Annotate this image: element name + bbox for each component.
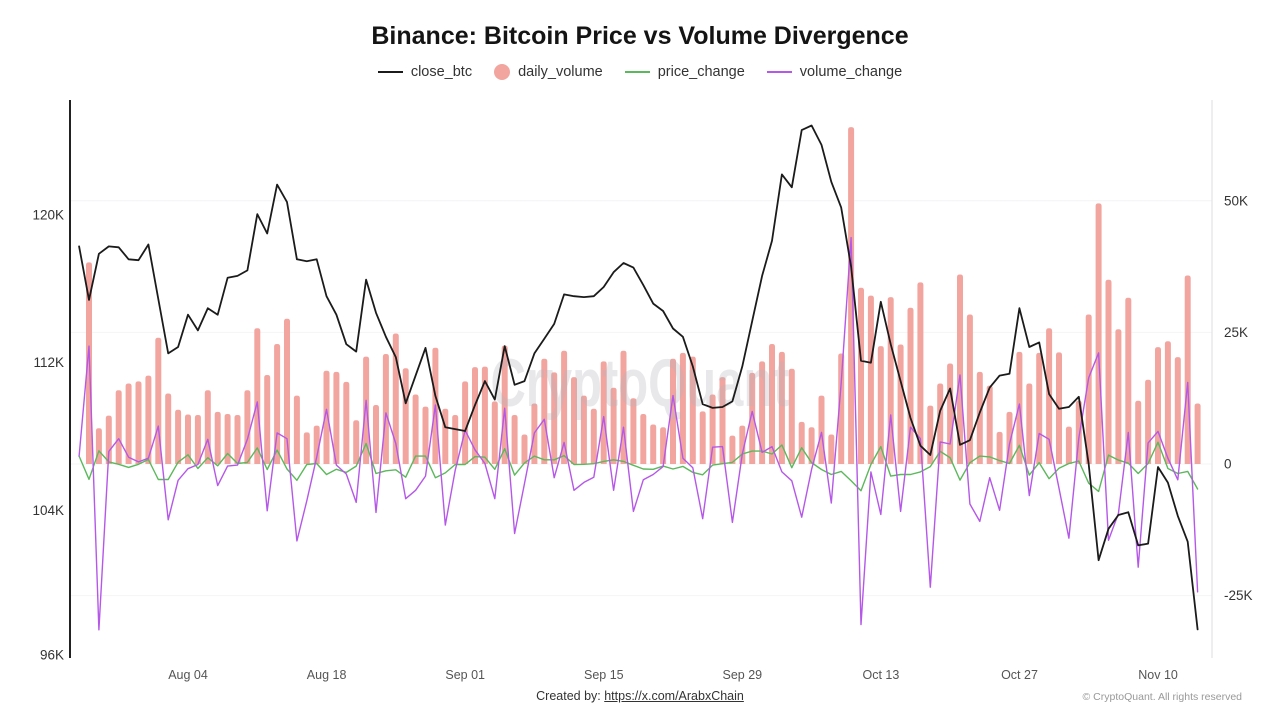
svg-text:120K: 120K <box>32 208 64 223</box>
svg-text:Nov 10: Nov 10 <box>1138 668 1178 682</box>
svg-text:104K: 104K <box>32 503 64 518</box>
svg-text:Aug 18: Aug 18 <box>307 668 347 682</box>
svg-text:Sep 01: Sep 01 <box>445 668 485 682</box>
svg-text:-25K: -25K <box>1224 588 1253 603</box>
svg-text:25K: 25K <box>1224 325 1248 340</box>
svg-text:Oct 13: Oct 13 <box>862 668 899 682</box>
svg-text:CryptoQuant: CryptoQuant <box>490 344 789 421</box>
svg-text:112K: 112K <box>33 355 64 370</box>
svg-text:Aug 04: Aug 04 <box>168 668 208 682</box>
svg-text:50K: 50K <box>1224 193 1248 208</box>
svg-text:0: 0 <box>1224 457 1232 472</box>
svg-text:Sep 29: Sep 29 <box>722 668 762 682</box>
svg-text:96K: 96K <box>40 648 64 663</box>
svg-text:Oct 27: Oct 27 <box>1001 668 1038 682</box>
svg-text:Sep 15: Sep 15 <box>584 668 624 682</box>
